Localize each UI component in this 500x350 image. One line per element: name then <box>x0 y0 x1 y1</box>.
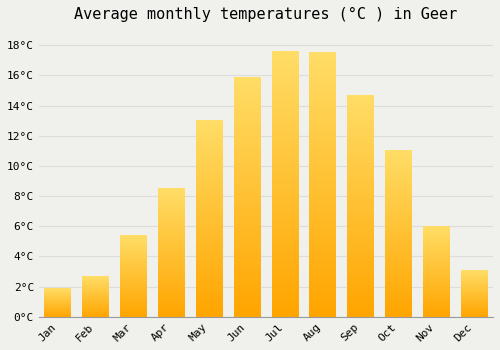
Bar <box>461 270 487 317</box>
Bar <box>385 151 411 317</box>
Bar <box>120 235 146 317</box>
Bar <box>423 226 450 317</box>
Bar <box>272 51 298 317</box>
Bar <box>44 288 71 317</box>
Bar <box>82 276 109 317</box>
Bar <box>310 53 336 317</box>
Bar <box>158 189 184 317</box>
Bar <box>196 121 222 317</box>
Title: Average monthly temperatures (°C ) in Geer: Average monthly temperatures (°C ) in Ge… <box>74 7 458 22</box>
Bar <box>348 95 374 317</box>
Bar <box>234 77 260 317</box>
